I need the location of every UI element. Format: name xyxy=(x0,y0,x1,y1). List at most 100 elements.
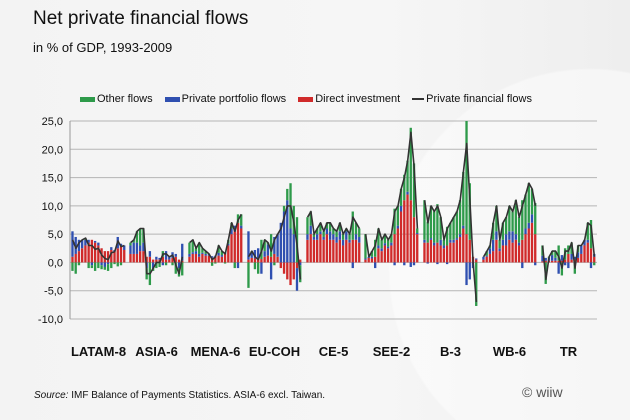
bar-portfolio xyxy=(106,262,110,265)
legend-label: Direct investment xyxy=(315,93,401,105)
bar-direct xyxy=(97,245,100,263)
bar-direct xyxy=(201,253,204,263)
bar-direct xyxy=(132,253,135,263)
bar-other xyxy=(449,222,452,240)
bar-other xyxy=(517,217,521,243)
bar-other xyxy=(462,171,465,226)
bar-direct xyxy=(135,253,139,263)
bar-other xyxy=(439,217,442,240)
bar-portfolio xyxy=(412,262,416,266)
bar-direct xyxy=(207,255,211,263)
bar-other xyxy=(445,226,449,246)
bar-portfolio xyxy=(194,251,198,254)
bar-portfolio xyxy=(161,262,164,266)
bar-portfolio xyxy=(97,242,100,246)
bar-other xyxy=(100,265,103,270)
bar-other xyxy=(319,222,322,232)
bar-direct xyxy=(524,234,527,263)
bar-direct xyxy=(396,228,399,263)
bar-portfolio xyxy=(188,253,191,257)
bar-direct xyxy=(260,259,263,263)
bar-direct xyxy=(475,259,478,263)
bar-direct xyxy=(174,256,177,263)
bar-other xyxy=(524,194,527,229)
bar-portfolio xyxy=(93,240,97,243)
bar-direct xyxy=(468,239,471,263)
bar-direct xyxy=(142,251,145,263)
bar-other xyxy=(508,205,511,232)
bar-direct xyxy=(164,259,168,263)
bar-portfolio xyxy=(306,234,309,240)
bar-portfolio xyxy=(263,251,266,257)
bar-other xyxy=(589,220,593,249)
bar-other xyxy=(335,231,338,237)
bar-portfolio xyxy=(299,262,302,266)
bar-portfolio xyxy=(551,255,554,261)
bar-other xyxy=(139,228,142,246)
bar-portfolio xyxy=(191,252,194,254)
bar-other xyxy=(492,222,495,240)
bar-other xyxy=(530,188,534,215)
bar-direct xyxy=(93,242,97,263)
bar-portfolio xyxy=(504,234,508,246)
bar-other xyxy=(442,239,446,246)
bar-portfolio xyxy=(383,243,387,246)
bar-other xyxy=(113,262,116,265)
y-tick-label: -10,0 xyxy=(38,314,63,326)
bar-direct xyxy=(508,239,511,263)
bar-other xyxy=(399,188,403,206)
bar-other xyxy=(534,203,537,235)
bar-direct xyxy=(161,256,164,263)
bar-other xyxy=(116,262,119,267)
bar-direct xyxy=(312,239,316,263)
bar-portfolio xyxy=(286,200,289,263)
bar-portfolio xyxy=(295,268,299,291)
bar-other xyxy=(409,127,412,201)
bar-portfolio xyxy=(436,262,439,265)
bar-portfolio xyxy=(570,253,573,260)
bar-portfolio xyxy=(236,262,240,269)
bar-other xyxy=(103,266,106,270)
group-label: SEE-2 xyxy=(373,344,411,359)
legend-label: Private financial flows xyxy=(426,93,532,105)
bar-portfolio xyxy=(142,242,145,252)
bar-direct xyxy=(106,251,110,263)
bar-portfolio xyxy=(498,248,501,252)
bar-portfolio xyxy=(495,231,498,240)
bar-portfolio xyxy=(511,231,514,243)
legend-item-direct: Direct investment xyxy=(298,93,400,105)
bar-portfolio xyxy=(276,234,279,257)
bar-portfolio xyxy=(567,262,570,269)
bar-portfolio xyxy=(390,242,393,246)
bar-direct xyxy=(521,239,524,263)
bar-portfolio xyxy=(332,234,335,240)
bar-portfolio xyxy=(220,255,223,257)
bar-portfolio xyxy=(260,262,263,274)
bar-direct xyxy=(194,253,198,263)
bar-direct xyxy=(240,228,243,263)
bar-other xyxy=(77,262,81,266)
bar-direct xyxy=(358,242,361,263)
bar-portfolio xyxy=(488,248,492,254)
bar-direct xyxy=(230,234,233,263)
bar-direct xyxy=(188,256,191,263)
bar-portfolio xyxy=(377,245,380,249)
y-tick-label: 25,0 xyxy=(42,116,63,128)
bar-portfolio xyxy=(198,253,201,257)
bar-portfolio xyxy=(370,256,374,259)
bar-direct xyxy=(390,245,393,263)
bar-portfolio xyxy=(279,222,282,263)
bar-direct xyxy=(563,259,567,263)
bar-other xyxy=(554,251,557,258)
bar-portfolio xyxy=(396,225,399,229)
copyright: © wiiw xyxy=(522,384,563,400)
bar-portfolio xyxy=(455,238,458,240)
group-label: CE-5 xyxy=(319,344,349,359)
bar-portfolio xyxy=(345,231,348,240)
bar-portfolio xyxy=(416,233,419,235)
bar-portfolio xyxy=(77,239,81,252)
bar-portfolio xyxy=(257,248,260,260)
bar-other xyxy=(201,248,204,253)
bar-direct xyxy=(367,257,370,263)
bar-direct xyxy=(77,251,81,263)
